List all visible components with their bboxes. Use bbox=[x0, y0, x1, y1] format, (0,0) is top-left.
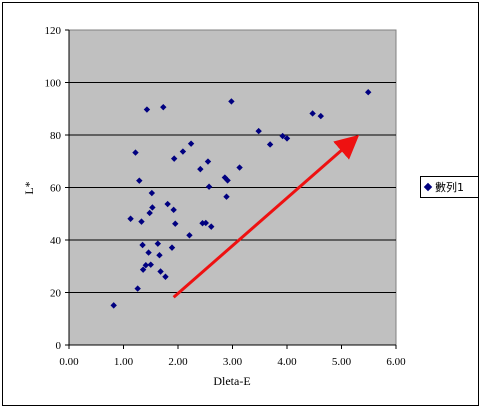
y-tick-label: 120 bbox=[45, 25, 62, 37]
data-point bbox=[139, 266, 147, 273]
data-point bbox=[279, 132, 286, 140]
data-point bbox=[204, 158, 212, 165]
data-point bbox=[143, 106, 151, 113]
data-point bbox=[110, 302, 117, 309]
data-point bbox=[154, 240, 162, 247]
data-point bbox=[205, 183, 213, 190]
red-arrow bbox=[172, 134, 360, 299]
data-point bbox=[134, 285, 141, 292]
data-point bbox=[197, 165, 204, 173]
x-tick-label: 5.00 bbox=[332, 356, 352, 368]
axes bbox=[65, 29, 397, 349]
x-axis-title: Dleta-E bbox=[213, 374, 250, 388]
data-point bbox=[146, 209, 153, 217]
diamond-icon bbox=[423, 182, 433, 192]
data-point bbox=[142, 262, 150, 269]
x-tick-label: 3.00 bbox=[223, 356, 243, 368]
data-point bbox=[317, 112, 324, 120]
data-point bbox=[255, 127, 262, 135]
x-tick-label: 0.00 bbox=[59, 356, 79, 368]
data-point bbox=[138, 218, 145, 225]
data-point bbox=[147, 261, 154, 268]
x-tick-label: 2.00 bbox=[168, 356, 188, 368]
data-point bbox=[145, 249, 152, 256]
data-points bbox=[110, 89, 372, 309]
annotation bbox=[172, 134, 360, 299]
y-tick-label: 60 bbox=[50, 183, 62, 195]
data-point bbox=[283, 135, 291, 142]
data-point bbox=[157, 268, 164, 275]
data-point bbox=[186, 232, 193, 239]
data-point bbox=[236, 164, 243, 171]
data-point bbox=[127, 215, 134, 222]
data-point bbox=[365, 89, 372, 96]
data-point bbox=[156, 252, 163, 259]
data-point bbox=[136, 177, 143, 184]
y-tick-label: 40 bbox=[50, 235, 62, 247]
y-tick-label: 80 bbox=[50, 130, 62, 142]
legend: 數列1 bbox=[420, 176, 479, 198]
data-point bbox=[172, 220, 179, 227]
data-point bbox=[149, 204, 156, 211]
y-axis-title: L* bbox=[22, 181, 36, 194]
x-tick-label: 4.00 bbox=[277, 356, 297, 368]
data-point bbox=[170, 155, 178, 162]
data-point bbox=[266, 141, 274, 148]
legend-series-label: 數列1 bbox=[435, 181, 464, 194]
data-point bbox=[179, 148, 187, 155]
data-point bbox=[223, 193, 230, 200]
data-point bbox=[132, 149, 139, 156]
x-tick-label: 1.00 bbox=[114, 356, 134, 368]
data-point bbox=[309, 110, 316, 117]
data-point bbox=[139, 241, 146, 249]
data-point bbox=[148, 189, 156, 197]
x-tick-label: 6.00 bbox=[386, 356, 406, 368]
data-point bbox=[187, 140, 195, 147]
data-point bbox=[202, 219, 209, 227]
data-point bbox=[208, 223, 215, 230]
data-point bbox=[162, 273, 169, 280]
data-point bbox=[170, 206, 177, 214]
data-point bbox=[160, 103, 167, 111]
y-tick-label: 20 bbox=[50, 288, 62, 300]
data-point bbox=[228, 98, 235, 105]
y-tick-label: 100 bbox=[45, 78, 62, 90]
tick-labels: 0 20 40 60 80 100 120 0.00 1.00 2.00 3.00 4.00 5.00 6… bbox=[45, 25, 407, 368]
y-tick-label: 0 bbox=[56, 340, 62, 352]
data-point bbox=[168, 244, 176, 251]
data-point bbox=[224, 177, 231, 184]
data-point bbox=[164, 200, 171, 208]
